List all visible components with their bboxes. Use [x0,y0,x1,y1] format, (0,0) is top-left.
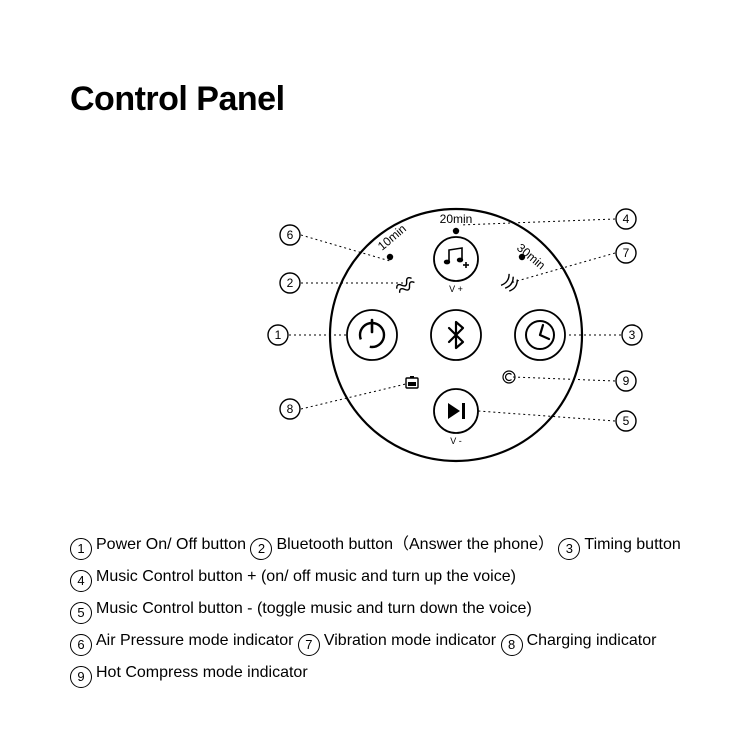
legend-num-1: 1 [70,538,92,560]
power-button[interactable] [347,310,397,360]
svg-text:9: 9 [623,374,630,388]
music-minus-sub: V - [450,436,462,446]
music-plus-sub: V + [449,284,463,294]
svg-text:8: 8 [287,402,294,416]
bluetooth-icon [449,322,463,348]
diagram-svg: V +V -20min10min30min621847395 [150,165,750,505]
svg-text:2: 2 [287,276,294,290]
svg-text:7: 7 [623,246,630,260]
legend-row: 4Music Control button + (on/ off music a… [70,562,690,592]
label-20min: 20min [440,212,473,226]
legend-text-8: Charging indicator [527,632,657,649]
legend-num-5: 5 [70,602,92,624]
vibration-icon [501,274,519,293]
air-pressure-icon [395,276,415,295]
legend-text-3: Timing button [584,536,680,553]
legend-text-1: Power On/ Off button [96,536,250,553]
legend-num-3: 3 [558,538,580,560]
music-minus-icon [448,403,465,419]
leader-6 [301,235,390,261]
legend-text-2: Bluetooth button（Answer the phone） [276,536,558,553]
legend-num-6: 6 [70,634,92,656]
legend-row: 5Music Control button - (toggle music an… [70,594,690,624]
dot-20min [453,228,459,234]
legend-row: 9Hot Compress mode indicator [70,658,690,688]
legend-row: 6Air Pressure mode indicator 7Vibration … [70,626,690,656]
svg-text:3: 3 [629,328,636,342]
legend-text-7: Vibration mode indicator [324,632,501,649]
leader-5 [478,411,615,421]
svg-text:1: 1 [275,328,282,342]
legend-text-9: Hot Compress mode indicator [96,664,308,681]
legend-num-7: 7 [298,634,320,656]
svg-text:4: 4 [623,212,630,226]
legend-num-4: 4 [70,570,92,592]
music-plus-button[interactable] [434,237,478,281]
legend-num-2: 2 [250,538,272,560]
legend-text-4: Music Control button + (on/ off music an… [96,568,516,585]
leader-4 [460,219,615,225]
legend-num-8: 8 [501,634,523,656]
legend: 1Power On/ Off button 2Bluetooth button（… [70,530,690,690]
svg-text:6: 6 [287,228,294,242]
leader-8 [301,383,410,409]
dot-10min [387,254,393,260]
legend-text-6: Air Pressure mode indicator [96,632,298,649]
control-panel-diagram: V +V -20min10min30min621847395 [150,165,600,485]
leader-9 [513,377,615,381]
charging-icon [406,376,418,388]
legend-num-9: 9 [70,666,92,688]
legend-row: 1Power On/ Off button 2Bluetooth button（… [70,530,690,560]
page-title: Control Panel [70,80,285,119]
music-plus-icon [444,248,469,268]
legend-text-5: Music Control button - (toggle music and… [96,600,532,617]
svg-text:5: 5 [623,414,630,428]
